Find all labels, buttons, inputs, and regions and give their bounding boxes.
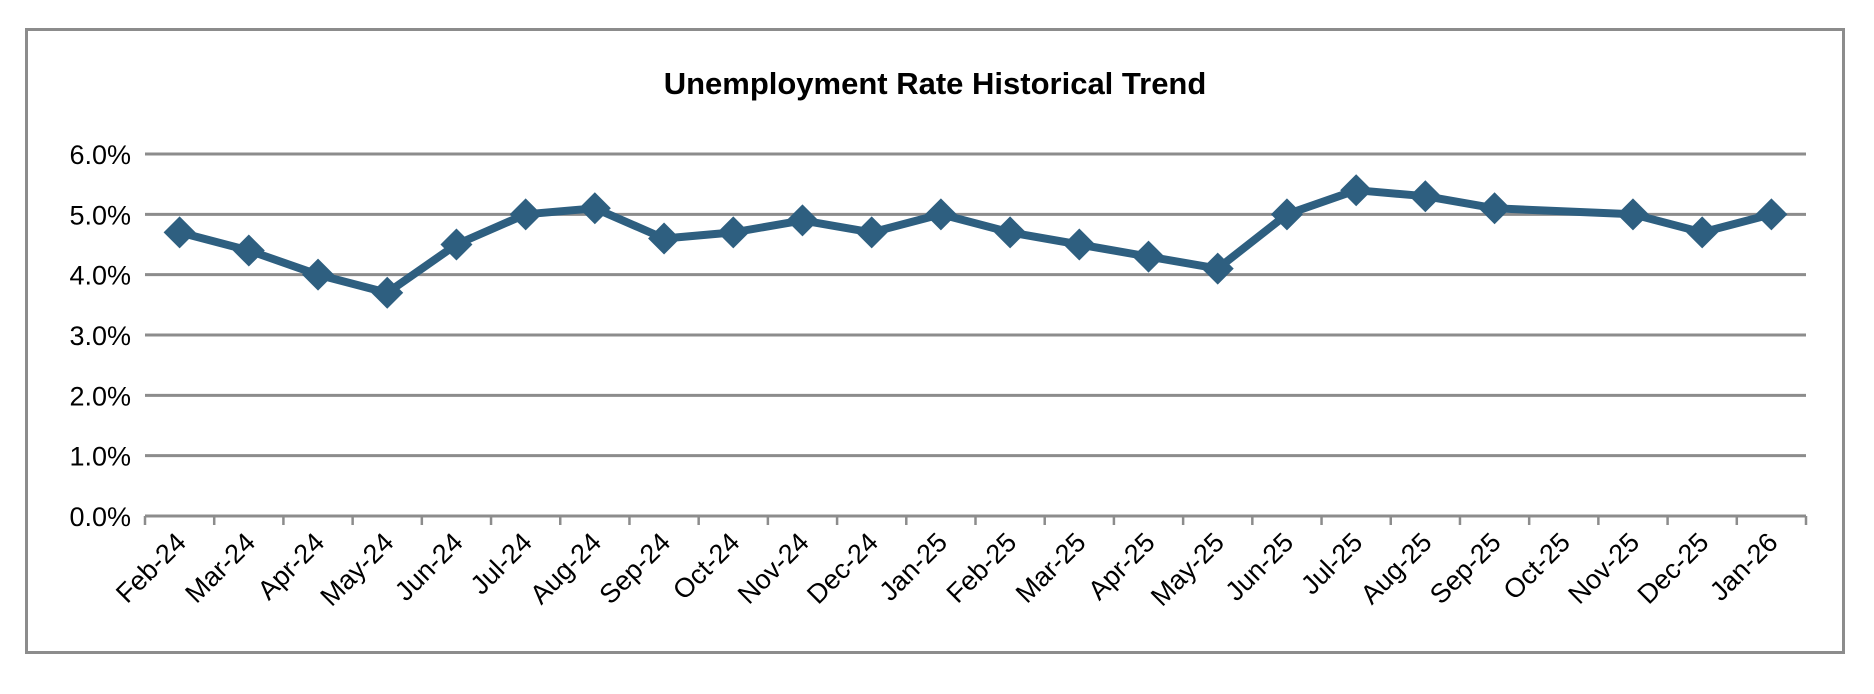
y-tick-label: 0.0% — [69, 502, 131, 532]
x-tick-label: Sep-25 — [1424, 527, 1507, 610]
x-tick-label: Aug-24 — [524, 527, 607, 610]
data-series — [163, 174, 1788, 309]
data-point-marker — [1132, 240, 1165, 273]
data-point-marker — [509, 198, 542, 231]
data-point-marker — [163, 216, 196, 249]
x-tick-label: Oct-25 — [1498, 527, 1577, 606]
data-point-marker — [1201, 252, 1234, 285]
x-tick-label: Nov-24 — [732, 527, 815, 610]
gridlines — [145, 152, 1806, 458]
y-axis-tick-labels: 0.0% 1.0% 2.0% 3.0% 4.0% 5.0% 6.0% — [69, 140, 131, 532]
x-tick-label: Mar-25 — [1010, 527, 1092, 609]
x-tick-label: May-24 — [315, 527, 400, 612]
y-tick-label: 2.0% — [69, 381, 131, 411]
x-tick-label: Feb-25 — [941, 527, 1023, 609]
x-tick-label: Dec-24 — [801, 527, 884, 610]
data-point-marker — [578, 192, 611, 225]
data-point-marker — [924, 198, 957, 231]
y-tick-label: 4.0% — [69, 261, 131, 291]
chart-title: Unemployment Rate Historical Trend — [664, 66, 1207, 101]
data-point-marker — [717, 216, 750, 249]
data-point-marker — [232, 234, 265, 267]
y-tick-label: 1.0% — [69, 442, 131, 472]
data-point-marker — [1409, 180, 1442, 213]
data-point-marker — [1616, 198, 1649, 231]
data-point-marker — [1340, 174, 1373, 207]
series-line — [175, 186, 1776, 297]
x-tick-label: Sep-24 — [594, 527, 677, 610]
data-point-marker — [786, 204, 819, 237]
data-point-marker — [648, 222, 681, 255]
x-axis — [143, 514, 1808, 525]
data-point-marker — [1478, 192, 1511, 225]
data-point-marker — [440, 228, 473, 261]
x-tick-label: Nov-25 — [1562, 527, 1645, 610]
data-point-marker — [1755, 198, 1788, 231]
x-tick-label: Jan-26 — [1704, 527, 1784, 607]
chart-frame — [25, 28, 1845, 654]
x-tick-label: Jun-24 — [389, 527, 469, 607]
data-point-marker — [1270, 198, 1303, 231]
y-tick-label: 5.0% — [69, 200, 131, 230]
data-point-marker — [1063, 228, 1096, 261]
x-axis-tick-labels: Feb-24Mar-24Apr-24May-24Jun-24Jul-24Aug-… — [110, 527, 1784, 612]
y-tick-label: 6.0% — [69, 140, 131, 170]
data-point-marker — [302, 258, 335, 291]
x-tick-label: May-25 — [1145, 527, 1230, 612]
data-point-marker — [855, 216, 888, 249]
x-tick-label: Feb-24 — [110, 527, 192, 609]
x-tick-label: Jun-25 — [1220, 527, 1300, 607]
data-point-marker — [371, 276, 404, 309]
x-tick-label: Aug-25 — [1355, 527, 1438, 610]
data-point-marker — [994, 216, 1027, 249]
x-tick-label: Dec-25 — [1632, 527, 1715, 610]
x-tick-label: Mar-24 — [179, 527, 261, 609]
x-tick-label: Oct-24 — [667, 527, 746, 606]
y-tick-label: 3.0% — [69, 321, 131, 351]
data-point-marker — [1686, 216, 1719, 249]
x-tick-label: Jan-25 — [874, 527, 954, 607]
